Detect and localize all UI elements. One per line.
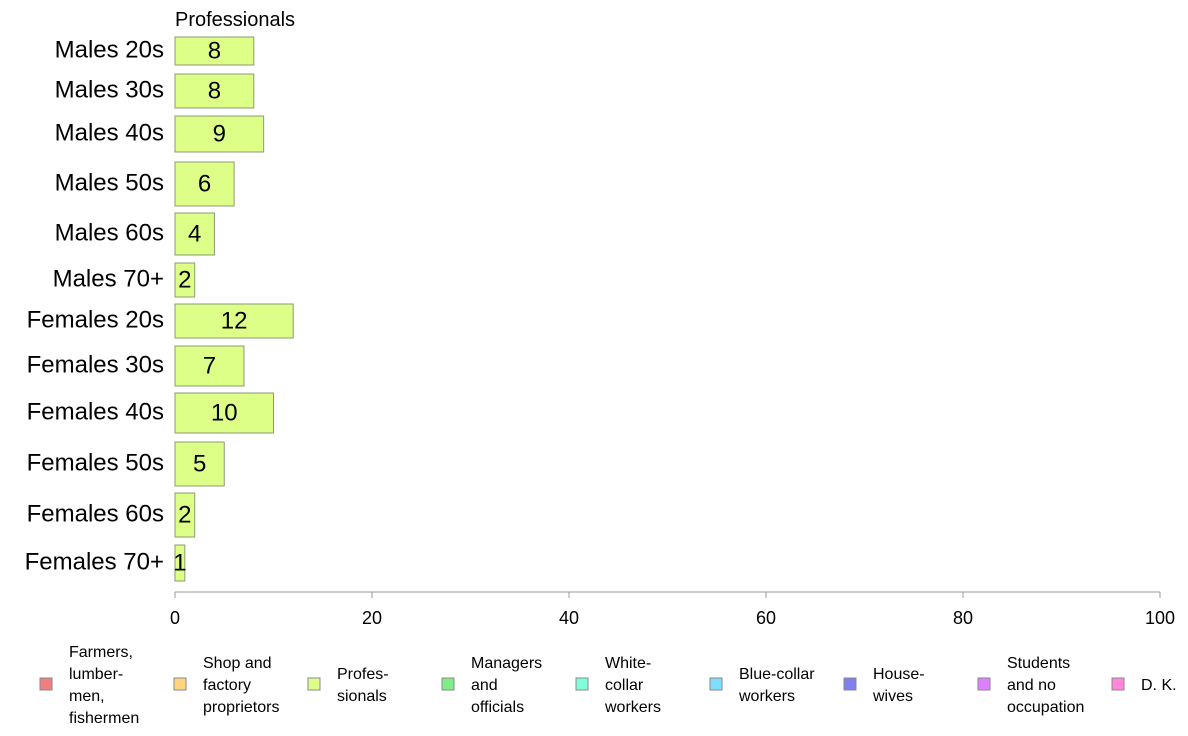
bar-value-label: 10	[211, 399, 238, 426]
legend-entry: D. K.	[1141, 677, 1177, 694]
bar	[174, 36, 255, 66]
row-label: Females 50s	[27, 449, 164, 476]
bar-value-label: 8	[208, 37, 221, 64]
legend-entry: House-wives	[872, 666, 925, 705]
bar	[174, 441, 225, 487]
bar	[174, 392, 274, 434]
legend: Farmers, lumber-men, fishermen Shop and fact…	[39, 644, 1177, 727]
bar	[174, 492, 196, 538]
legend-swatch	[977, 677, 991, 691]
legend-swatch	[575, 677, 589, 691]
legend-swatch	[441, 677, 455, 691]
row-label: Females 60s	[27, 500, 164, 527]
bar-value-label: 8	[208, 77, 221, 104]
legend-swatch	[173, 677, 187, 691]
bar-value-label: 5	[193, 450, 206, 477]
bar	[174, 544, 186, 582]
bar	[174, 115, 265, 153]
bar-value-label: 6	[198, 170, 211, 197]
bars-layer: Males 20s 8 Males 30s 8 Males 40s 9 Males 50s 6…	[25, 36, 294, 582]
row-label: Males 50s	[55, 169, 164, 196]
x-tick-label: 80	[953, 608, 973, 628]
bar	[174, 161, 235, 207]
legend-entry: Managers and officials	[471, 655, 542, 716]
legend-entry: White-collar workers	[604, 655, 661, 716]
row-label: Females 30s	[27, 351, 164, 378]
legend-entry: Blue-collar workers	[738, 666, 815, 705]
legend-swatch	[843, 677, 857, 691]
row-label: Males 40s	[55, 119, 164, 146]
row-label: Females 70+	[25, 548, 164, 575]
bar-value-label: 2	[178, 501, 191, 528]
bar	[174, 212, 215, 256]
x-axis: 0 20 40 60 80 100	[170, 591, 1175, 628]
legend-entry: Students and no occupation	[1007, 655, 1084, 716]
row-label: Females 20s	[27, 306, 164, 333]
bar-value-label: 9	[213, 120, 226, 147]
row-label: Males 70+	[53, 265, 164, 292]
bar	[174, 303, 294, 339]
row-label: Females 40s	[27, 398, 164, 425]
x-tick-label: 40	[559, 608, 579, 628]
legend-swatch	[307, 677, 321, 691]
bar-value-label: 12	[221, 307, 248, 334]
legend-entry: Shop and factory proprietors	[203, 655, 279, 716]
row-label: Males 60s	[55, 219, 164, 246]
bar-value-label: 2	[178, 266, 191, 293]
bar	[174, 73, 255, 109]
x-tick-label: 0	[170, 608, 180, 628]
bar-value-label: 1	[173, 549, 186, 576]
legend-swatch	[709, 677, 723, 691]
bar	[174, 345, 245, 387]
legend-entry: Profes-sionals	[337, 666, 389, 705]
row-label: Males 30s	[55, 76, 164, 103]
legend-swatch	[1111, 677, 1125, 691]
x-tick-label: 60	[756, 608, 776, 628]
bar-value-label: 7	[203, 352, 216, 379]
x-tick-label: 100	[1145, 608, 1175, 628]
row-label: Males 20s	[55, 36, 164, 63]
legend-swatch	[39, 677, 53, 691]
bar	[174, 262, 196, 298]
chart-title: Professionals	[175, 9, 295, 31]
bar-value-label: 4	[188, 220, 201, 247]
x-tick-label: 20	[362, 608, 382, 628]
legend-entry: Farmers, lumber-men, fishermen	[69, 644, 139, 727]
